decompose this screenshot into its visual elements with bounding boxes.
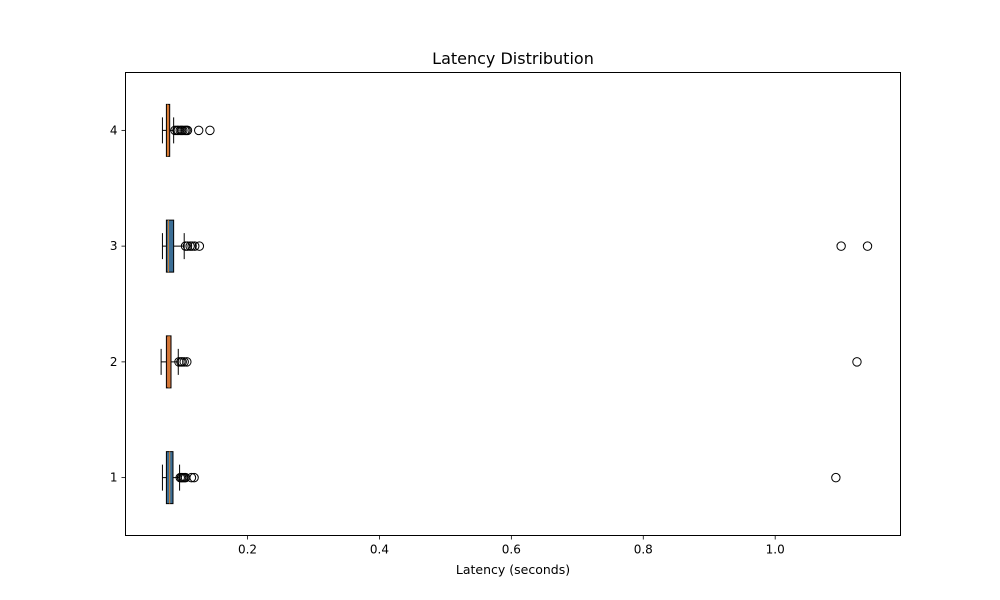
outlier-point: [187, 241, 197, 251]
x-axis: 0.2 0.4 0.6 0.8 1.0: [238, 535, 785, 557]
outlier-point: [194, 241, 205, 251]
outlier-point: [852, 357, 862, 367]
outlier-point: [836, 241, 846, 251]
x-axis-label: Latency (seconds): [456, 562, 570, 577]
outlier-point: [194, 125, 204, 136]
box-3: [165, 219, 175, 273]
y-tick-label: 4: [110, 123, 118, 137]
outlier-point: [190, 241, 200, 251]
outlier-point: [205, 125, 215, 136]
outlier-point: [182, 357, 192, 367]
x-tick-label: 0.2: [238, 543, 257, 557]
plot-area: [160, 103, 873, 505]
y-tick-label: 3: [110, 239, 118, 253]
x-tick-label: 0.6: [502, 543, 521, 557]
y-tick-label: 1: [110, 471, 118, 485]
outlier-point: [189, 472, 199, 483]
outlier-point: [186, 472, 197, 483]
plot-frame: [125, 72, 901, 536]
y-tick-label: 2: [110, 355, 118, 369]
chart-title: Latency Distribution: [432, 49, 594, 68]
x-tick-label: 1.0: [766, 543, 785, 557]
outlier-point: [182, 241, 193, 251]
y-axis: 1 2 3 4: [110, 123, 126, 485]
x-tick-label: 0.8: [634, 543, 653, 557]
outlier-point: [182, 125, 193, 136]
outlier-point: [831, 472, 841, 483]
outlier-point: [179, 357, 189, 367]
x-tick-label: 0.4: [370, 543, 389, 557]
outlier-point: [862, 241, 873, 251]
